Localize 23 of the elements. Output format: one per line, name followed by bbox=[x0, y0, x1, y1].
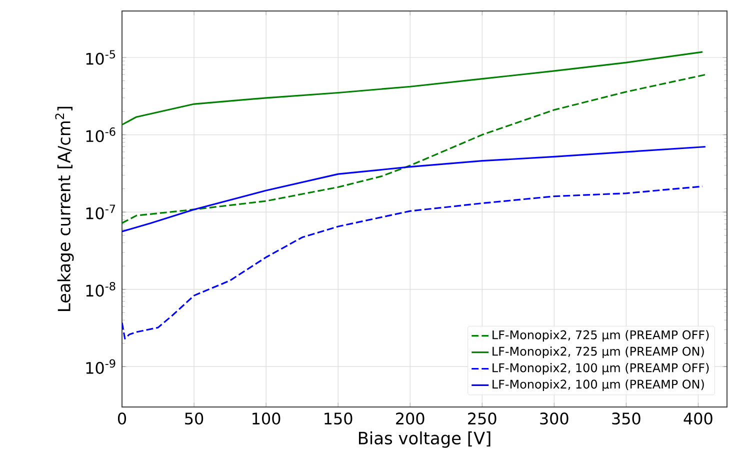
x-tick-label: 50 bbox=[185, 412, 204, 425]
y-tick-label: 10$^{-8}$ bbox=[86, 282, 116, 297]
y-tick-label: 10$^{-9}$ bbox=[86, 359, 116, 374]
x-axis-title: Bias voltage [V] bbox=[358, 431, 490, 448]
x-tick-label: 250 bbox=[468, 412, 496, 425]
legend-label: LF-Monopix2, 725 µm (PREAMP ON) bbox=[492, 346, 704, 358]
x-tick-label: 100 bbox=[252, 412, 280, 425]
legend-label: LF-Monopix2, 725 µm (PREAMP OFF) bbox=[492, 330, 709, 342]
x-tick-label: 200 bbox=[396, 412, 424, 425]
x-tick-label: 300 bbox=[540, 412, 568, 425]
line-series bbox=[122, 51, 704, 126]
x-tick-label: 400 bbox=[684, 412, 712, 425]
x-tick-label: 350 bbox=[612, 412, 640, 425]
x-tick-label: 0 bbox=[118, 412, 126, 425]
line-series bbox=[122, 146, 706, 232]
y-tick-label: 10$^{-7}$ bbox=[86, 204, 116, 220]
line-series bbox=[122, 74, 706, 224]
y-tick-label: 10$^{-6}$ bbox=[86, 127, 116, 142]
y-axis-title: Leakage current [A/cm$^{2}$] bbox=[55, 106, 74, 311]
legend-label: LF-Monopix2, 100 µm (PREAMP ON) bbox=[492, 379, 704, 392]
x-tick-label: 150 bbox=[324, 412, 352, 425]
y-tick-label: 10$^{-5}$ bbox=[86, 50, 116, 65]
legend-label: LF-Monopix2, 100 µm (PREAMP OFF) bbox=[492, 363, 709, 375]
